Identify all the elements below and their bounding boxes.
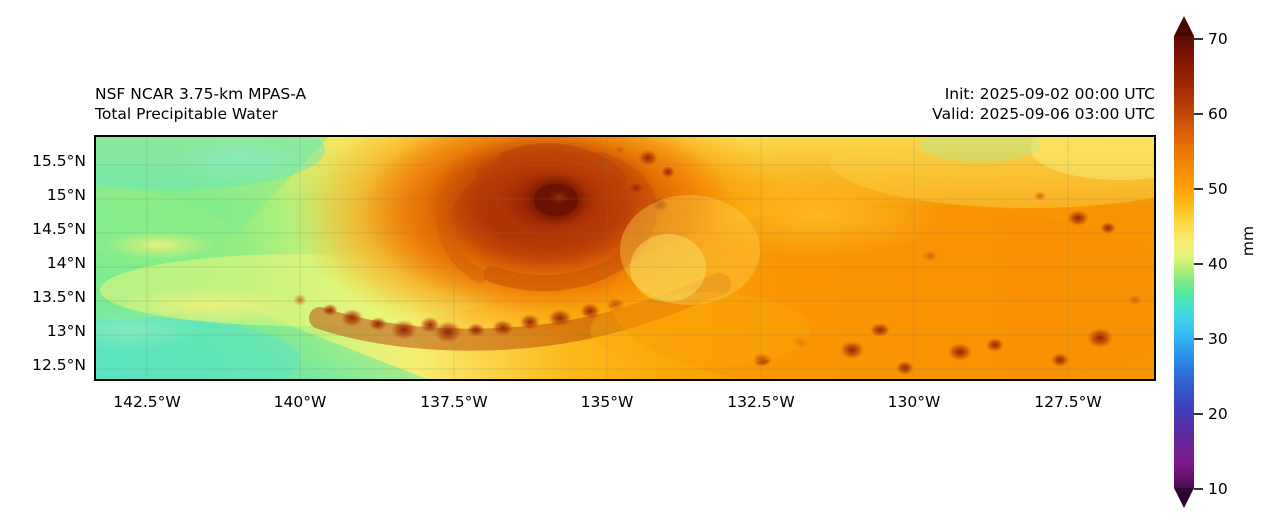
east-of-storm-moat xyxy=(620,195,760,305)
convective-cells-northeast xyxy=(613,145,675,212)
colorbar-tick-label-10: 10 xyxy=(1208,480,1228,498)
colorbar-tick-label-30: 30 xyxy=(1208,330,1228,348)
dry-moat-core xyxy=(630,234,706,302)
time-annotation: Init: 2025-09-02 00:00 UTC Valid: 2025-0… xyxy=(932,84,1155,124)
ytick-label-2: 14.5°N xyxy=(32,220,86,238)
storm-eye-center xyxy=(547,189,571,205)
convective-cells-east xyxy=(752,191,1143,375)
xtick-label-4: 132.5°W xyxy=(727,393,795,411)
xtick-label-0: 142.5°W xyxy=(113,393,181,411)
ytick-label-4: 13.5°N xyxy=(32,288,86,306)
spiral-arm-west xyxy=(436,168,487,283)
colorbar-gradient xyxy=(1174,36,1194,488)
ytick-label-0: 15.5°N xyxy=(32,152,86,170)
green-patch-south xyxy=(95,310,200,350)
xtick-label-6: 127.5°W xyxy=(1034,393,1102,411)
map-gridlines xyxy=(95,136,1155,380)
colorbar-tick-label-60: 60 xyxy=(1208,105,1228,123)
field-name: Total Precipitable Water xyxy=(95,105,278,123)
green-patch-north xyxy=(170,138,310,182)
xtick-label-1: 140°W xyxy=(273,393,327,411)
model-annotation: NSF NCAR 3.75-km MPAS-A Total Precipitab… xyxy=(95,84,306,124)
colorbar-tick-label-20: 20 xyxy=(1208,405,1228,423)
northeast-green-sliver xyxy=(920,136,1040,162)
model-name: NSF NCAR 3.75-km MPAS-A xyxy=(95,85,307,103)
trailing-rainband xyxy=(309,273,731,351)
plot-frame xyxy=(94,135,1156,381)
spiral-arm-outer-east xyxy=(484,152,658,292)
xtick-label-2: 137.5°W xyxy=(420,393,488,411)
convective-cells-southwest xyxy=(293,294,625,343)
colorbar-tick-label-50: 50 xyxy=(1208,180,1228,198)
northeast-corner-dry xyxy=(1030,136,1155,180)
spiral-arm-north xyxy=(498,143,627,185)
colorbar-unit-label: mm xyxy=(1239,225,1258,257)
yellow-streak-b xyxy=(105,231,215,259)
colorbar-ticks xyxy=(1194,38,1203,490)
valid-time: Valid: 2025-09-06 03:00 UTC xyxy=(932,105,1155,123)
east-light-patch xyxy=(690,173,950,257)
ytick-label-1: 15°N xyxy=(46,186,86,204)
ytick-label-5: 13°N xyxy=(46,322,86,340)
colorbar-tick-label-70: 70 xyxy=(1208,30,1228,48)
colorbar-extend-min-arrow xyxy=(1174,488,1194,508)
southcentral-patch xyxy=(590,292,810,368)
colorbar[interactable] xyxy=(1174,16,1203,508)
colorbar-extend-max-arrow xyxy=(1174,16,1194,36)
xtick-label-5: 130°W xyxy=(887,393,941,411)
init-time: Init: 2025-09-02 00:00 UTC xyxy=(944,85,1155,103)
xtick-label-3: 135°W xyxy=(580,393,634,411)
colorbar-tick-label-40: 40 xyxy=(1208,255,1228,273)
ytick-label-6: 12.5°N xyxy=(32,356,86,374)
map-panel xyxy=(94,135,1156,381)
ytick-label-3: 14°N xyxy=(46,254,86,272)
